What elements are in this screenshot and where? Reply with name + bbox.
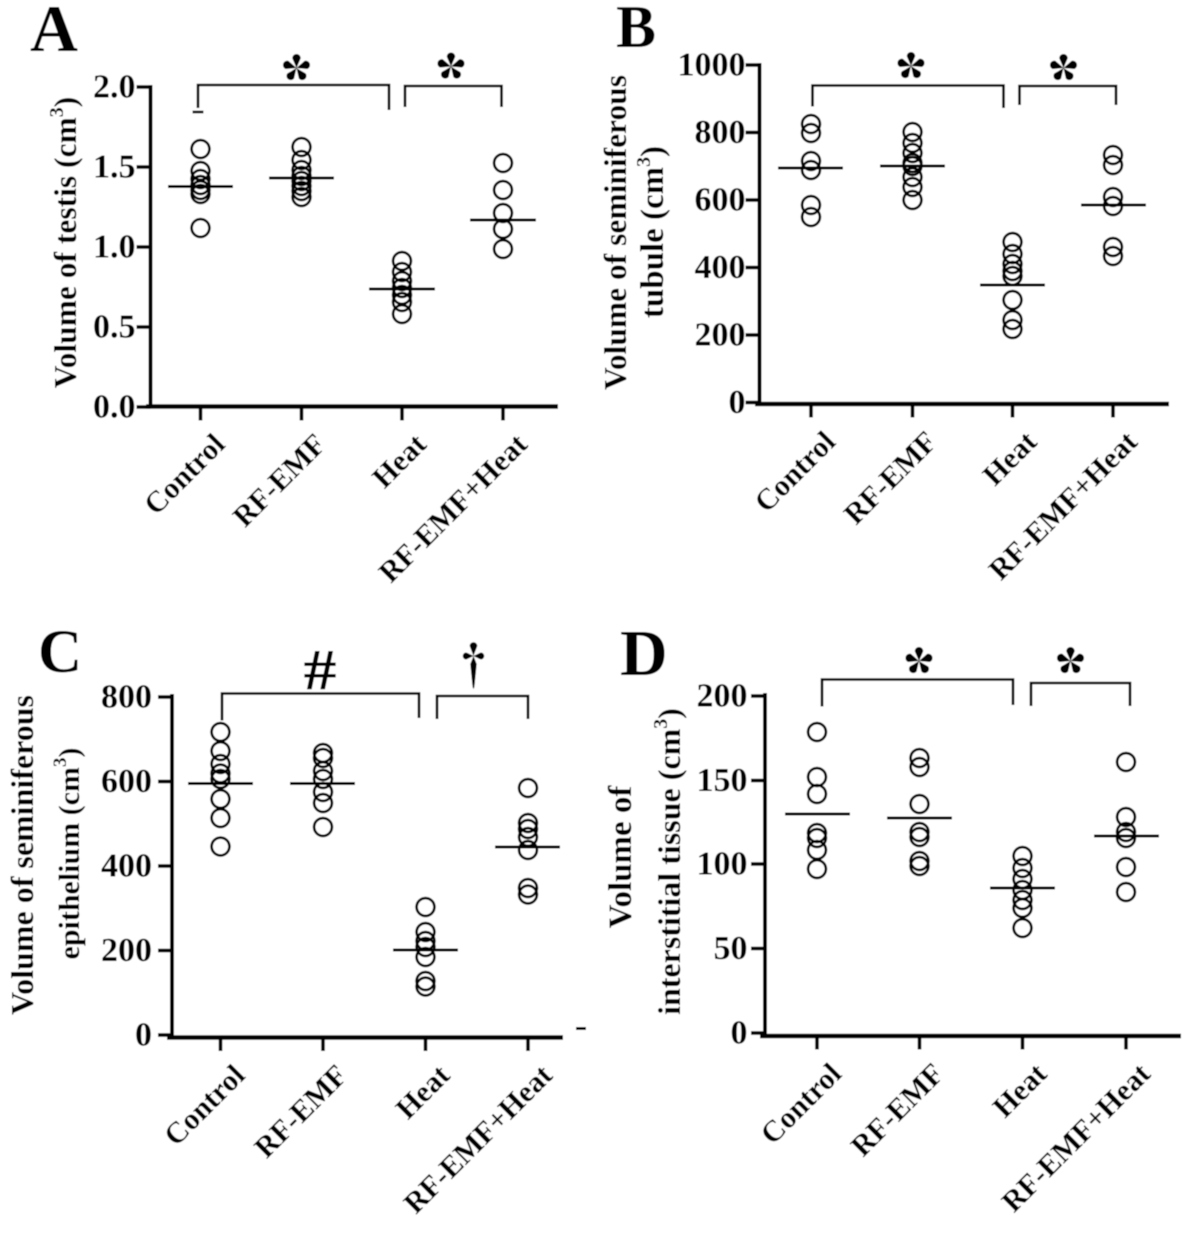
svg-text:interstitial tissue (cm3): interstitial tissue (cm3) <box>650 708 687 1015</box>
svg-text:0: 0 <box>731 1015 748 1052</box>
svg-text:200: 200 <box>695 317 746 354</box>
svg-text:200: 200 <box>101 932 152 969</box>
svg-text:Volume of testis (cm3): Volume of testis (cm3) <box>46 97 83 388</box>
svg-text:100: 100 <box>697 846 748 883</box>
svg-text:tubule (cm3): tubule (cm3) <box>633 146 671 318</box>
svg-text:1.5: 1.5 <box>93 149 136 186</box>
svg-text:Volume of seminiferous: Volume of seminiferous <box>598 75 633 390</box>
svg-text:800: 800 <box>101 679 152 716</box>
svg-text:200: 200 <box>697 678 748 715</box>
svg-text:400: 400 <box>695 249 746 286</box>
svg-text:0.5: 0.5 <box>93 309 136 346</box>
svg-text:0: 0 <box>135 1017 152 1054</box>
svg-text:Volume of seminiferous: Volume of seminiferous <box>4 695 40 1015</box>
svg-text:0: 0 <box>729 384 746 421</box>
svg-text:400: 400 <box>101 848 152 885</box>
svg-text:600: 600 <box>695 182 746 219</box>
svg-text:0.0: 0.0 <box>93 389 136 426</box>
svg-text:800: 800 <box>695 114 746 151</box>
svg-text:D: D <box>620 617 668 690</box>
svg-text:Volume of: Volume of <box>603 785 639 929</box>
svg-text:B: B <box>616 0 656 60</box>
svg-text:A: A <box>30 0 78 66</box>
svg-text:600: 600 <box>101 763 152 800</box>
svg-text:2.0: 2.0 <box>93 69 136 106</box>
svg-text:1000: 1000 <box>678 47 746 84</box>
svg-text:#: # <box>303 639 336 702</box>
svg-text:C: C <box>38 619 82 686</box>
svg-text:150: 150 <box>697 762 748 799</box>
svg-text:50: 50 <box>714 930 748 967</box>
svg-text:1.0: 1.0 <box>93 229 136 266</box>
svg-text:epithelium (cm3): epithelium (cm3) <box>50 748 86 960</box>
